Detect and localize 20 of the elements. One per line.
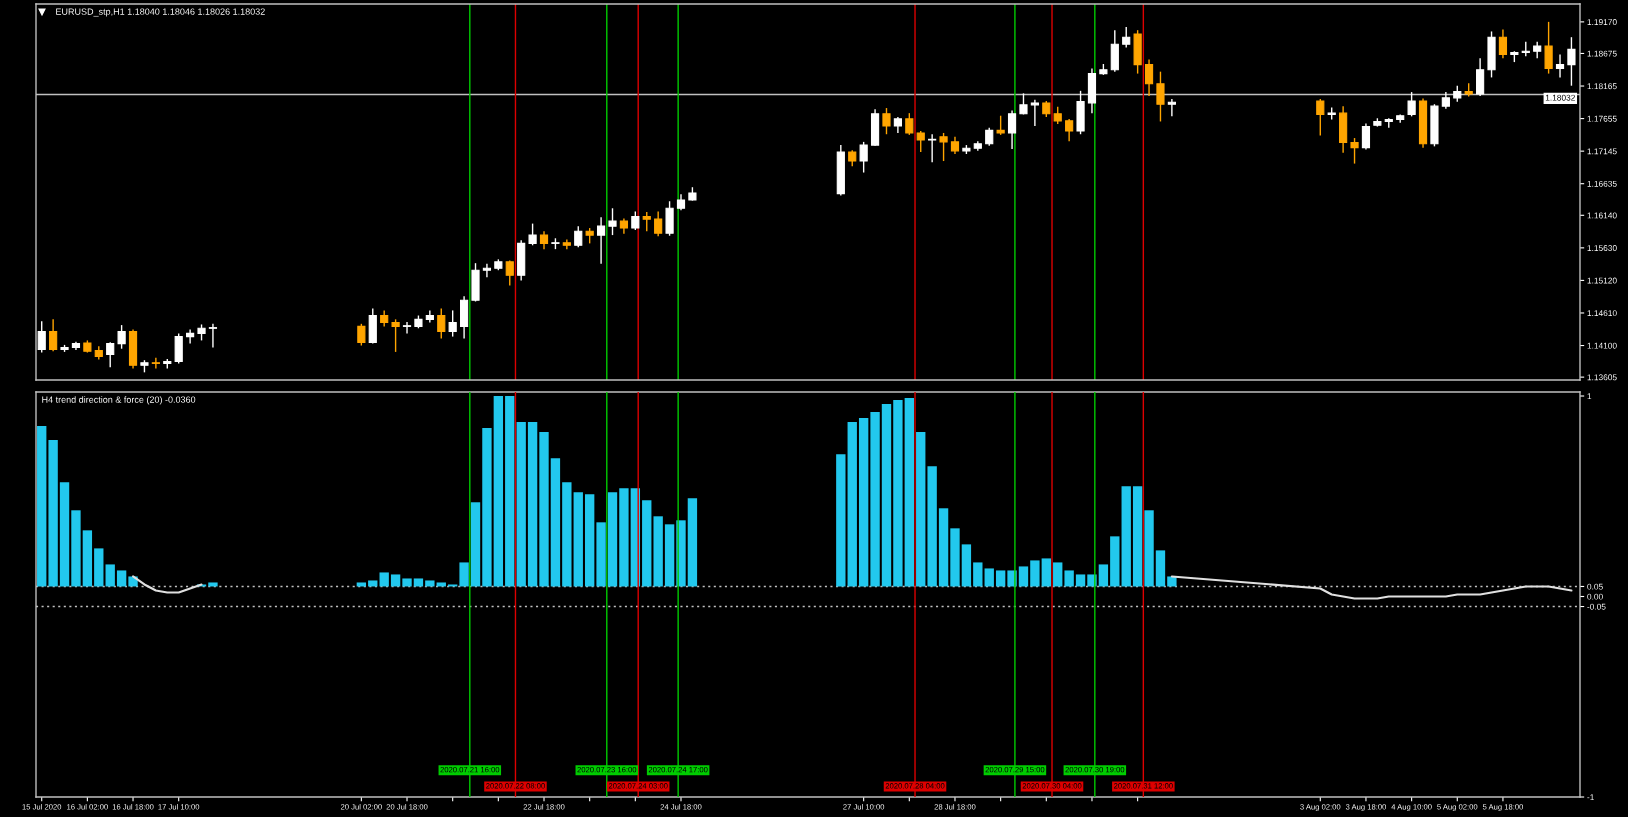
y-tick-label: 1.17145	[1587, 148, 1617, 155]
y-tick-label: -1	[1587, 794, 1594, 801]
y-tick-label: 1.15120	[1587, 277, 1617, 284]
y-tick-label: 1.16635	[1587, 180, 1617, 187]
y-tick-label: 1.13605	[1587, 374, 1617, 381]
y-tick-label: 1.19170	[1587, 19, 1617, 25]
ref-line-label: 1.18032	[1545, 94, 1575, 101]
y-tick-label: 1.14610	[1587, 310, 1617, 317]
y-tick-label: 1.15630	[1587, 245, 1617, 251]
y-tick-label: -0.05	[1587, 603, 1606, 610]
y-tick-label: 1.17655	[1587, 115, 1617, 122]
chart-title: H4 trend direction & force (20) -0.0360	[42, 396, 196, 405]
chart-title: EURUSD_stp,H1 1.18040 1.18046 1.18026 1.18032	[56, 8, 265, 17]
y-tick-label: 0.00	[1587, 593, 1603, 600]
y-tick-label: 1.18165	[1587, 83, 1617, 90]
y-tick-label: 1.14100	[1587, 342, 1617, 349]
y-tick-label: 0.05	[1587, 583, 1603, 590]
y-tick-label: 1.18675	[1587, 50, 1617, 57]
y-tick-label: 1.16140	[1587, 212, 1617, 219]
y-tick-label: 1	[1587, 393, 1592, 400]
